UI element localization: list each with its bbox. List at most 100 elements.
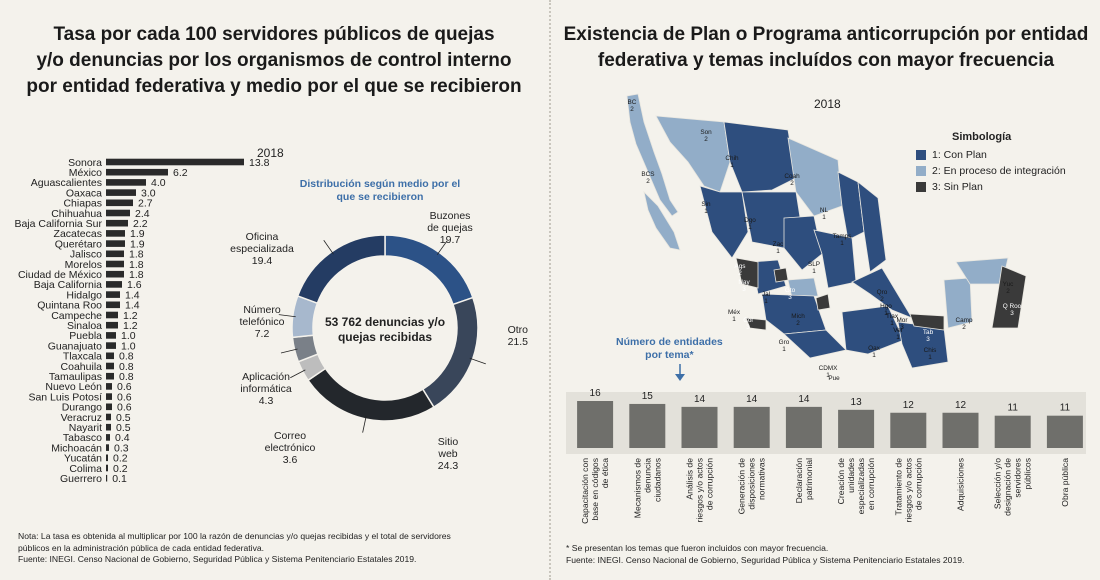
map-state-value: 3 xyxy=(926,336,930,343)
state-bar xyxy=(106,260,124,268)
state-value-label: 2.4 xyxy=(135,208,150,220)
state-value-label: 0.4 xyxy=(115,432,130,444)
state-label: Durango xyxy=(62,402,102,414)
state-value-label: 0.6 xyxy=(117,381,132,393)
donut-leader-line xyxy=(280,348,298,354)
map-state-abbr: Pue xyxy=(828,375,840,382)
state-bar xyxy=(106,168,168,176)
topic-category-label: riesgos y/o actos xyxy=(903,458,913,522)
state-value-label: 0.1 xyxy=(112,473,127,485)
donut-slice-label: de quejas xyxy=(427,222,473,234)
map-state-abbr: Mich xyxy=(791,313,805,320)
donut-slice xyxy=(307,367,435,422)
state-value-label: 2.7 xyxy=(138,198,153,210)
state-value-label: 0.8 xyxy=(119,361,134,373)
legend-label: 1: Con Plan xyxy=(932,149,987,161)
map-state-value: 1 xyxy=(782,346,786,353)
state-shape-oax xyxy=(841,305,905,355)
state-value-label: 0.6 xyxy=(117,391,132,403)
right-panel: Existencia de Plan o Programa anticorrup… xyxy=(552,0,1100,580)
topic-value-label: 11 xyxy=(1060,403,1071,414)
donut-center-label: quejas recibidas xyxy=(338,330,432,344)
state-shape-bcs xyxy=(643,190,681,251)
topic-category-label: Declaración xyxy=(794,458,804,504)
state-label: Hidalgo xyxy=(66,289,102,301)
down-arrow-icon xyxy=(675,364,685,381)
donut-slice-label: Aplicación xyxy=(242,371,290,383)
state-shape-tab xyxy=(909,313,945,331)
state-label: Zacatecas xyxy=(54,228,102,240)
state-value-label: 1.8 xyxy=(129,249,144,261)
donut-slice-value: 19.7 xyxy=(440,234,461,246)
map-state-value: 1 xyxy=(776,248,780,255)
state-value-label: 1.2 xyxy=(123,310,138,322)
state-value-label: 2.2 xyxy=(133,218,148,230)
map-state-abbr: Chis xyxy=(924,347,937,354)
topic-value-label: 12 xyxy=(955,400,967,411)
state-label: Oaxaca xyxy=(66,187,102,199)
state-label: Colima xyxy=(69,463,102,475)
state-shape-camp xyxy=(943,277,973,329)
state-shape-ver xyxy=(851,267,913,319)
donut-center-label: 53 762 denuncias y/o xyxy=(325,315,445,329)
left-title-line: y/o denuncias por los organismos de cont… xyxy=(36,50,512,71)
topics-caption: Número de entidades por tema* xyxy=(616,336,723,362)
state-shape-bc xyxy=(626,93,679,217)
state-bar xyxy=(106,250,124,258)
state-shape-coah xyxy=(787,137,843,217)
topic-bar xyxy=(1046,415,1083,448)
map-state-abbr: Gro xyxy=(779,339,790,346)
state-shape-ags xyxy=(773,267,789,283)
state-bar xyxy=(106,413,111,421)
left-title-line: por entidad federativa y medio por el qu… xyxy=(26,76,522,97)
state-bar xyxy=(106,423,111,431)
donut-leader-line xyxy=(278,314,296,318)
state-label: Querétaro xyxy=(55,238,102,250)
state-bar xyxy=(106,321,118,329)
topic-category-label: especializadas xyxy=(856,458,866,514)
map-state-abbr: Coah xyxy=(784,173,800,180)
left-title: Tasa por cada 100 servidores públicos de… xyxy=(0,22,548,100)
map-state-abbr: Camp xyxy=(955,317,972,324)
map-state-value: 3 xyxy=(746,324,750,331)
map-state-value: 3 xyxy=(900,324,904,331)
topic-category-label: Tratamiento de xyxy=(893,458,903,516)
state-value-label: 1.4 xyxy=(125,289,140,301)
state-shape-gro xyxy=(783,329,847,359)
state-label: Sonora xyxy=(68,157,102,169)
right-note-line: * Se presentan los temas que fueron incl… xyxy=(566,543,829,553)
right-title-line: Existencia de Plan o Programa anticorrup… xyxy=(563,24,1089,45)
donut-leader-line xyxy=(323,240,334,255)
donut-leader-line xyxy=(362,415,367,433)
topic-category-label: de corrupción xyxy=(705,458,715,510)
map-state-value: 1 xyxy=(732,316,736,323)
state-shape-gto xyxy=(787,277,819,299)
state-bar xyxy=(106,352,114,360)
state-label: Coahuila xyxy=(61,361,103,373)
map-state-value: 3 xyxy=(742,286,746,293)
donut-slice-value: 7.2 xyxy=(255,328,270,340)
legend-swatch xyxy=(916,166,926,176)
state-value-label: 1.9 xyxy=(130,228,145,240)
donut-slice-label: Oficina xyxy=(246,231,279,243)
state-value-label: 0.5 xyxy=(116,422,131,434)
state-bar xyxy=(106,464,108,472)
legend-item-con-plan: 1: Con Plan xyxy=(916,149,987,161)
legend-item-sin-plan: 3: Sin Plan xyxy=(916,181,983,193)
state-label: Baja California xyxy=(34,279,102,291)
left-year: 2018 xyxy=(257,146,284,160)
topic-value-label: 14 xyxy=(746,394,758,405)
state-label: Chihuahua xyxy=(51,208,102,220)
map-state-abbr: Dgo xyxy=(744,217,756,224)
state-label: Quintana Roo xyxy=(37,300,102,312)
map-state-value: 1 xyxy=(730,162,734,169)
state-label: Chiapas xyxy=(63,198,102,210)
map-state-value: 3 xyxy=(1010,310,1014,317)
state-value-label: 1.0 xyxy=(121,330,136,342)
state-value-label: 3.0 xyxy=(141,187,156,199)
map-state-value: 2 xyxy=(630,106,634,113)
state-bar xyxy=(106,434,110,441)
donut-slice-label: web xyxy=(437,448,457,460)
map-state-abbr: Sin xyxy=(701,201,711,208)
state-bar xyxy=(106,199,133,207)
